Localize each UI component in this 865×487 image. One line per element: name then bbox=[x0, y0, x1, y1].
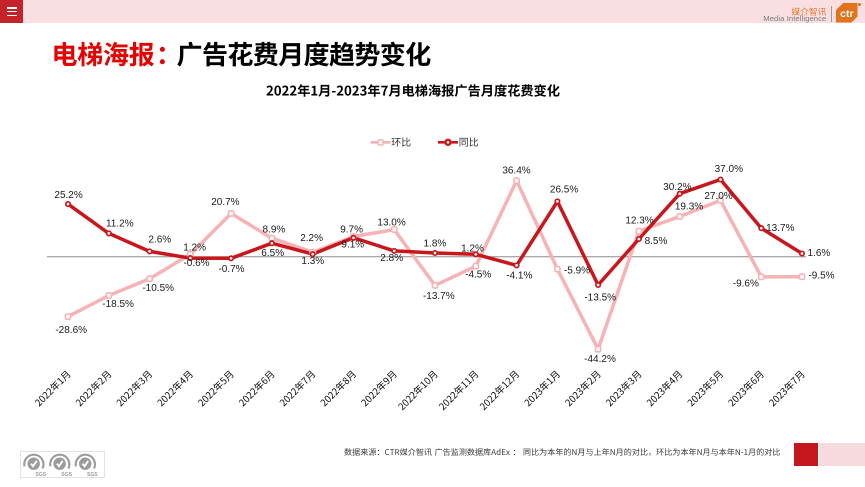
svg-text:12.3%: 12.3% bbox=[625, 215, 653, 226]
svg-text:20.7%: 20.7% bbox=[211, 197, 239, 208]
svg-text:-10.5%: -10.5% bbox=[142, 283, 174, 294]
svg-text:SGS: SGS bbox=[61, 472, 72, 478]
svg-text:-18.5%: -18.5% bbox=[102, 299, 134, 310]
svg-text:9.7%: 9.7% bbox=[340, 224, 363, 235]
svg-text:ctr: ctr bbox=[840, 8, 853, 20]
svg-text:2.6%: 2.6% bbox=[148, 235, 171, 246]
svg-text:27.0%: 27.0% bbox=[704, 191, 732, 202]
svg-text:1.2%: 1.2% bbox=[461, 244, 484, 255]
svg-text:1.3%: 1.3% bbox=[301, 256, 324, 267]
svg-text:9.1%: 9.1% bbox=[341, 239, 364, 250]
svg-text:-4.5%: -4.5% bbox=[465, 270, 491, 281]
svg-text:37.0%: 37.0% bbox=[715, 164, 743, 175]
svg-text:26.5%: 26.5% bbox=[550, 185, 578, 196]
svg-text:8.9%: 8.9% bbox=[263, 224, 286, 235]
svg-text:-4.1%: -4.1% bbox=[506, 271, 532, 282]
svg-text:1.6%: 1.6% bbox=[808, 248, 831, 259]
svg-text:-13.7%: -13.7% bbox=[423, 291, 455, 302]
svg-text:19.3%: 19.3% bbox=[675, 202, 703, 213]
svg-text:11.2%: 11.2% bbox=[106, 219, 134, 230]
svg-text:8.5%: 8.5% bbox=[645, 236, 668, 247]
svg-text:-9.5%: -9.5% bbox=[808, 271, 834, 282]
svg-text:-44.2%: -44.2% bbox=[584, 354, 616, 365]
svg-text:-5.9%: -5.9% bbox=[564, 266, 590, 277]
svg-text:6.5%: 6.5% bbox=[261, 248, 284, 259]
svg-text:1.8%: 1.8% bbox=[424, 239, 447, 250]
svg-text:-9.6%: -9.6% bbox=[733, 279, 759, 290]
svg-text:1.2%: 1.2% bbox=[183, 242, 206, 253]
svg-text:SGS: SGS bbox=[36, 472, 47, 478]
svg-text:13.7%: 13.7% bbox=[766, 223, 794, 234]
svg-text:-0.6%: -0.6% bbox=[183, 258, 209, 269]
svg-text:SGS: SGS bbox=[87, 472, 98, 478]
svg-text:-0.7%: -0.7% bbox=[218, 264, 244, 275]
svg-text:-28.6%: -28.6% bbox=[55, 325, 87, 336]
svg-text:36.4%: 36.4% bbox=[502, 166, 530, 177]
svg-text:25.2%: 25.2% bbox=[54, 190, 82, 201]
svg-text:2.8%: 2.8% bbox=[380, 253, 403, 264]
svg-text:13.0%: 13.0% bbox=[377, 218, 405, 229]
svg-text:-13.5%: -13.5% bbox=[584, 293, 616, 304]
svg-text:2.2%: 2.2% bbox=[300, 233, 323, 244]
svg-text:30.2%: 30.2% bbox=[663, 182, 691, 193]
